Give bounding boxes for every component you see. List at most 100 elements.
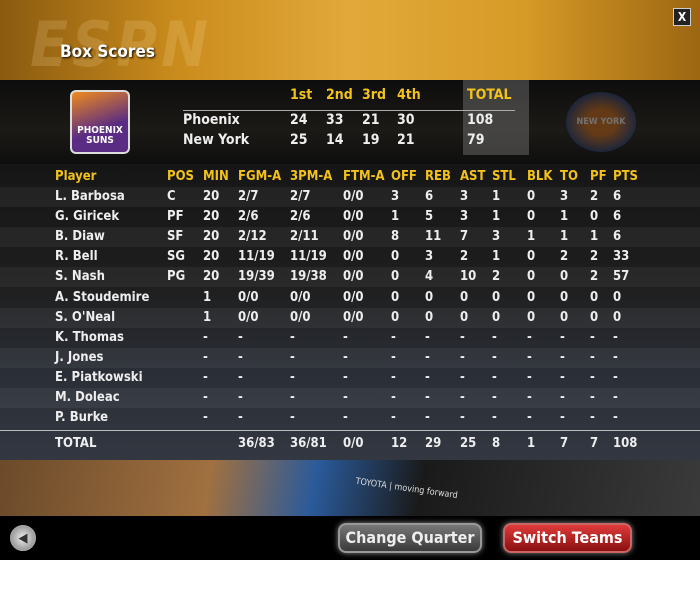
court-image: TOYOTA | moving forward: [0, 460, 700, 516]
stat-cell: 11: [425, 229, 442, 245]
stat-cell: 0/0: [343, 269, 364, 285]
stat-cell: 0: [560, 309, 569, 325]
stat-cell: 3PM-A: [290, 169, 333, 184]
stat-cell: 4: [425, 269, 434, 285]
stat-cell: 1: [560, 209, 569, 225]
stat-cell: -: [613, 369, 618, 385]
stat-cell: 3: [425, 249, 434, 265]
table-row: A. Stoudemire 1 0/0 0/0 0/0 0 0 0 0 0 0 0 0: [0, 288, 700, 308]
stat-cell: 1: [492, 189, 501, 204]
stat-cell: 33: [613, 249, 630, 265]
stat-cell: 0: [460, 309, 469, 325]
header-banner: ESPN Box Scores X: [0, 0, 700, 81]
phoenix-suns-logo: PHOENIX SUNS: [70, 90, 130, 154]
quarter-score: 19: [362, 132, 380, 148]
team-name: Phoenix: [183, 112, 240, 128]
stat-cell: 0: [492, 289, 501, 305]
stat-cell: 0: [527, 269, 536, 285]
stat-cell: 1: [492, 209, 501, 225]
table-row: E. Piatkowski - - - - - - - - - - - -: [0, 368, 700, 388]
stat-cell: 20: [203, 209, 220, 225]
quarter-score: 24: [290, 112, 308, 128]
stat-cell: -: [460, 390, 465, 405]
stat-cell: -: [290, 390, 295, 405]
total-column-highlight: [463, 80, 529, 155]
stat-cell: -: [391, 390, 396, 405]
total-row: TOTAL 36/83 36/81 0/0 12 29 25 8 1 7 7 108: [0, 434, 700, 454]
stat-cell: 1: [527, 436, 536, 451]
stat-cell: -: [560, 369, 565, 385]
player-name: P. Burke: [55, 410, 109, 426]
stat-cell: AST: [460, 169, 486, 184]
quarter-score: 33: [326, 112, 344, 128]
stat-cell: -: [492, 390, 497, 405]
quarter-score: 79: [467, 132, 485, 148]
stat-cell: REB: [425, 169, 451, 184]
stat-cell: -: [343, 390, 348, 405]
stat-cell: 2/7: [238, 189, 259, 204]
stat-cell: -: [343, 410, 348, 426]
stat-cell: 20: [203, 189, 220, 204]
stat-cell: -: [492, 329, 497, 345]
stat-cell: 0: [590, 309, 599, 325]
stat-cell: 12: [391, 436, 408, 451]
stat-cell: FGM-A: [238, 169, 282, 184]
change-quarter-button[interactable]: Change Quarter: [338, 523, 482, 553]
stat-cell: 29: [425, 436, 442, 451]
stat-cell: -: [391, 369, 396, 385]
stat-cell: 1: [527, 229, 536, 245]
close-button[interactable]: X: [673, 8, 691, 26]
stat-cell: -: [560, 349, 565, 365]
stat-cell: -: [527, 369, 532, 385]
espn-watermark: ESPN: [30, 8, 212, 81]
table-row: P. Burke - - - - - - - - - - - -: [0, 408, 700, 428]
stat-cell: -: [460, 369, 465, 385]
quarter-score: 21: [362, 112, 380, 128]
quarter-header: 3rd: [362, 87, 386, 103]
player-name: A. Stoudemire: [55, 289, 150, 305]
stat-cell: -: [290, 410, 295, 426]
stat-cell: 0: [527, 189, 536, 204]
stat-cell: 2/6: [290, 209, 311, 225]
stat-cell: 25: [460, 436, 477, 451]
stat-cell: 2/12: [238, 229, 267, 245]
quarter-score: 14: [326, 132, 344, 148]
quarter-score: 21: [397, 132, 415, 148]
table-row: R. Bell SG 20 11/19 11/19 0/0 0 3 2 1 0 2 2 33: [0, 247, 700, 267]
stat-cell: 0: [560, 289, 569, 305]
player-name: R. Bell: [55, 249, 98, 265]
stat-cell: -: [590, 369, 595, 385]
stat-cell: 0: [590, 289, 599, 305]
stat-cell: 0: [590, 209, 599, 225]
quarter-score: 25: [290, 132, 308, 148]
stat-cell: 2: [560, 249, 569, 265]
table-row: K. Thomas - - - - - - - - - - - -: [0, 328, 700, 348]
stat-cell: 0: [391, 309, 400, 325]
stat-cell: -: [343, 329, 348, 345]
stat-cell: 6: [613, 209, 622, 225]
new-york-knicks-logo: NEW YORK KNICKS: [566, 92, 636, 187]
stat-cell: -: [527, 349, 532, 365]
stat-cell: 2: [492, 269, 501, 285]
stat-cell: 19/38: [290, 269, 327, 285]
stat-cell: 7: [560, 436, 569, 451]
stat-cell: -: [492, 349, 497, 365]
stat-cell: 0: [527, 249, 536, 265]
stat-cell: -: [613, 329, 618, 345]
stat-cell: -: [425, 349, 430, 365]
stat-cell: -: [425, 329, 430, 345]
page-title: Box Scores: [60, 42, 155, 62]
stat-cell: -: [238, 349, 243, 365]
stat-cell: -: [203, 369, 208, 385]
player-name: M. Doleac: [55, 390, 120, 405]
stat-cell: 0/0: [343, 229, 364, 245]
stat-cell: 3: [460, 209, 469, 225]
stat-cell: 2: [460, 249, 469, 265]
stat-cell: 0: [460, 289, 469, 305]
stat-cell: STL: [492, 169, 516, 184]
stat-cell: -: [203, 349, 208, 365]
stat-cell: -: [527, 329, 532, 345]
back-arrow-icon[interactable]: ◀: [10, 525, 36, 551]
switch-teams-button[interactable]: Switch Teams: [503, 523, 632, 553]
stat-cell: 0: [613, 309, 622, 325]
